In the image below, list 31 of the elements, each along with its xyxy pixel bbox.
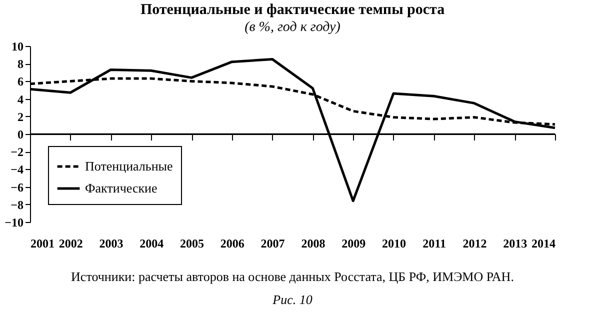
x-tick-label: 2014 <box>532 236 556 250</box>
x-tick-label: 2010 <box>382 236 406 250</box>
y-tick-label: 0 <box>18 128 24 142</box>
y-tick-label: −8 <box>10 198 24 212</box>
chart-subtitle: (в %, год к году) <box>244 20 341 35</box>
x-tick-label: 2013 <box>503 236 528 250</box>
legend-label: Фактические <box>85 180 158 196</box>
x-tick-label: 2001 <box>30 236 54 250</box>
x-tick-label: 2008 <box>301 236 326 250</box>
y-tick-label: 6 <box>18 74 24 89</box>
text: Источники: расчеты авторов на основе данных Росстата, ЦБ РФ, ИМЭМО РАН. <box>71 269 514 284</box>
x-tick-label: 2003 <box>99 236 124 250</box>
x-tick-label: 2007 <box>260 236 285 250</box>
y-tick-label: 4 <box>18 92 24 106</box>
x-tick-label: 2004 <box>140 236 164 250</box>
x-tick-label: 2009 <box>342 236 366 250</box>
y-tick-label: −10 <box>4 216 24 230</box>
x-tick-label: 2011 <box>422 236 446 250</box>
y-tick-label: 2 <box>18 110 24 124</box>
x-tick-label: 2006 <box>220 236 244 250</box>
chart-title: Потенциальные и фактические темпы роста <box>140 2 446 18</box>
y-tick-label: −4 <box>10 162 24 177</box>
text: Рис. 10 <box>272 292 313 307</box>
x-tick-label: 2005 <box>180 236 204 250</box>
legend-label: Потенциальные <box>85 158 174 174</box>
y-tick-label: 8 <box>18 57 24 72</box>
y-tick-label: −2 <box>10 145 24 160</box>
y-tick-label: 10 <box>12 40 24 54</box>
x-tick-label: 2002 <box>58 236 83 250</box>
y-tick-label: −6 <box>10 180 24 194</box>
x-tick-label: 2012 <box>462 236 487 250</box>
